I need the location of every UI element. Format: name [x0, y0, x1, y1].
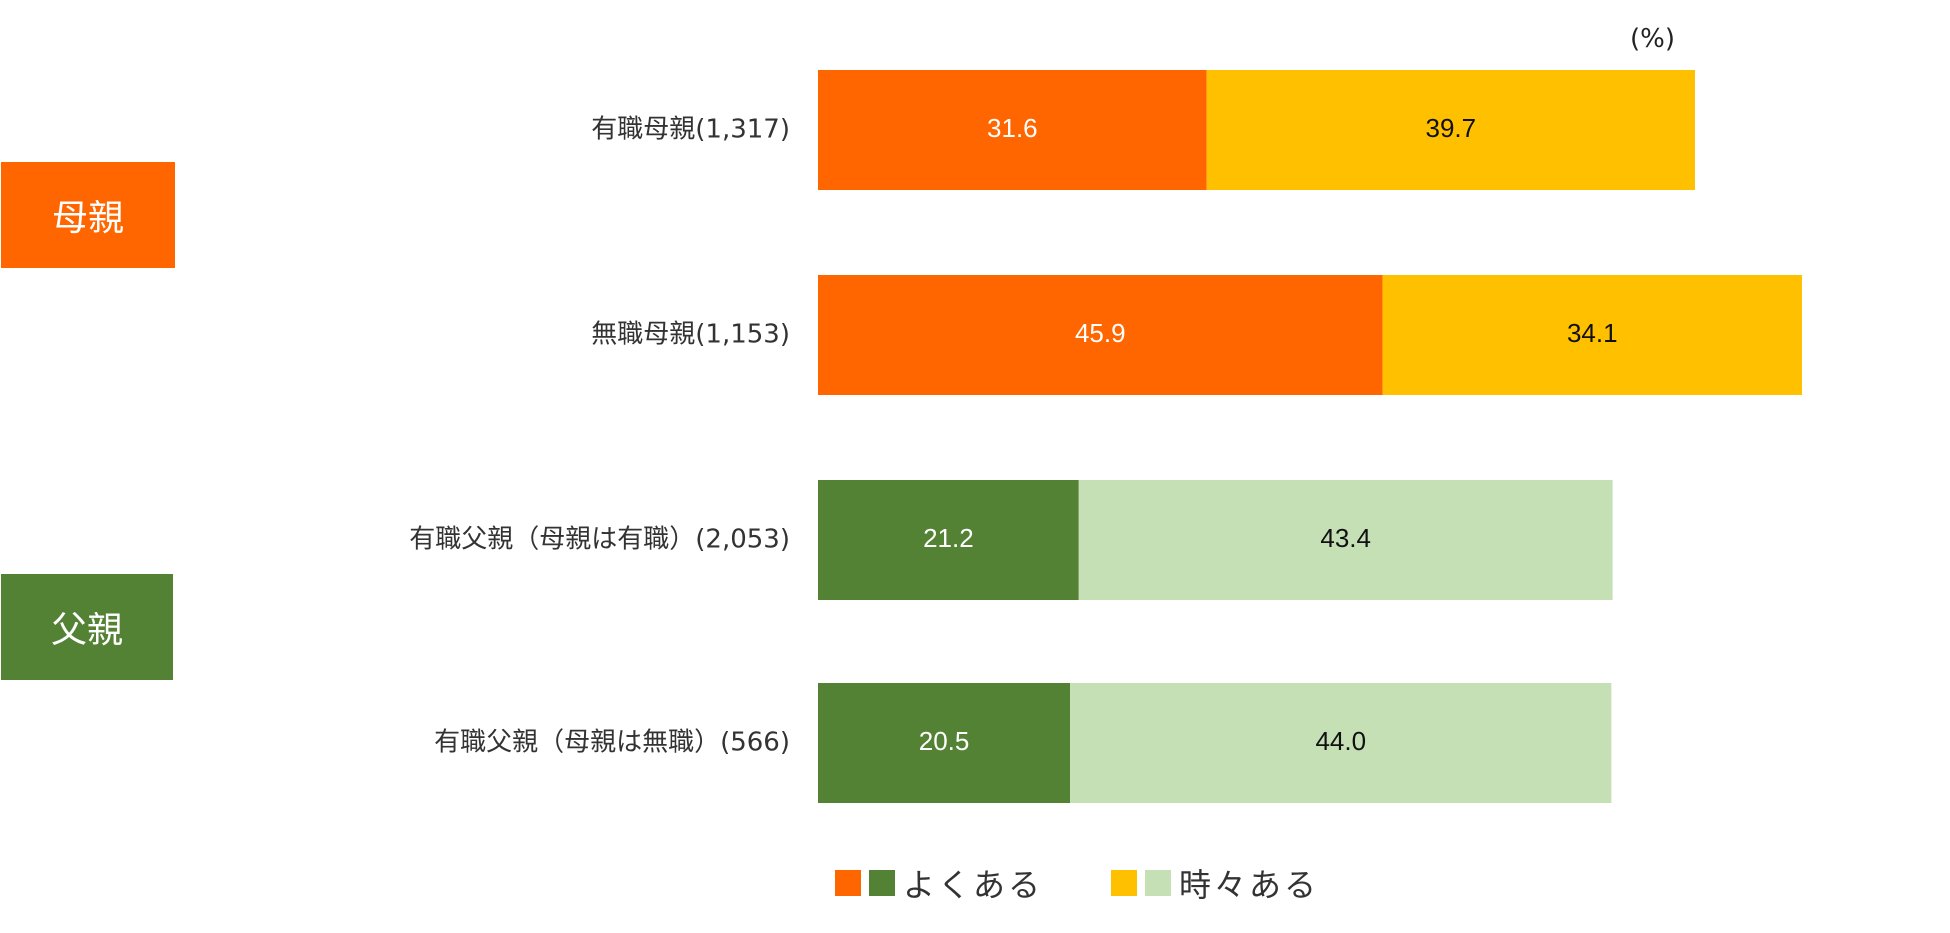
bar-segment: [818, 480, 1079, 600]
bar-segment: [1382, 275, 1802, 395]
legend-swatch-mother-often: [835, 870, 861, 896]
bar-segment: [818, 683, 1071, 803]
group-tag-mother: 母親: [1, 162, 175, 268]
legend-swatch-father-often: [869, 870, 895, 896]
legend-swatch-mother-sometimes: [1111, 870, 1138, 896]
legend-swatch-father-sometimes: [1145, 870, 1172, 896]
data-label: 44.0: [1315, 726, 1366, 756]
data-label: 34.1: [1567, 318, 1618, 348]
bar-segment: [1206, 70, 1695, 190]
legend-label-sometimes: 時々ある: [1179, 866, 1320, 904]
unit-label: (%): [1630, 24, 1675, 54]
group-tag-father: 父親: [1, 574, 173, 680]
category-label: 有職父親（母親は有職）(2,053): [409, 525, 790, 555]
bar-segment: [818, 70, 1207, 190]
category-label: 有職父親（母親は無職）(566): [434, 728, 790, 758]
data-label: 21.2: [923, 523, 974, 553]
bar-segment: [1078, 480, 1613, 600]
data-label: 39.7: [1426, 113, 1477, 143]
data-label: 43.4: [1320, 523, 1371, 553]
data-label: 20.5: [919, 726, 970, 756]
data-label: 31.6: [987, 113, 1038, 143]
bar-segment: [818, 275, 1383, 395]
legend-label-often: よくある: [903, 866, 1044, 904]
data-label: 45.9: [1075, 318, 1126, 348]
legend: よくある 時々ある: [835, 863, 1387, 904]
category-label: 有職母親(1,317): [591, 115, 790, 145]
category-label: 無職母親(1,153): [591, 320, 790, 350]
bar-segment: [1070, 683, 1612, 803]
